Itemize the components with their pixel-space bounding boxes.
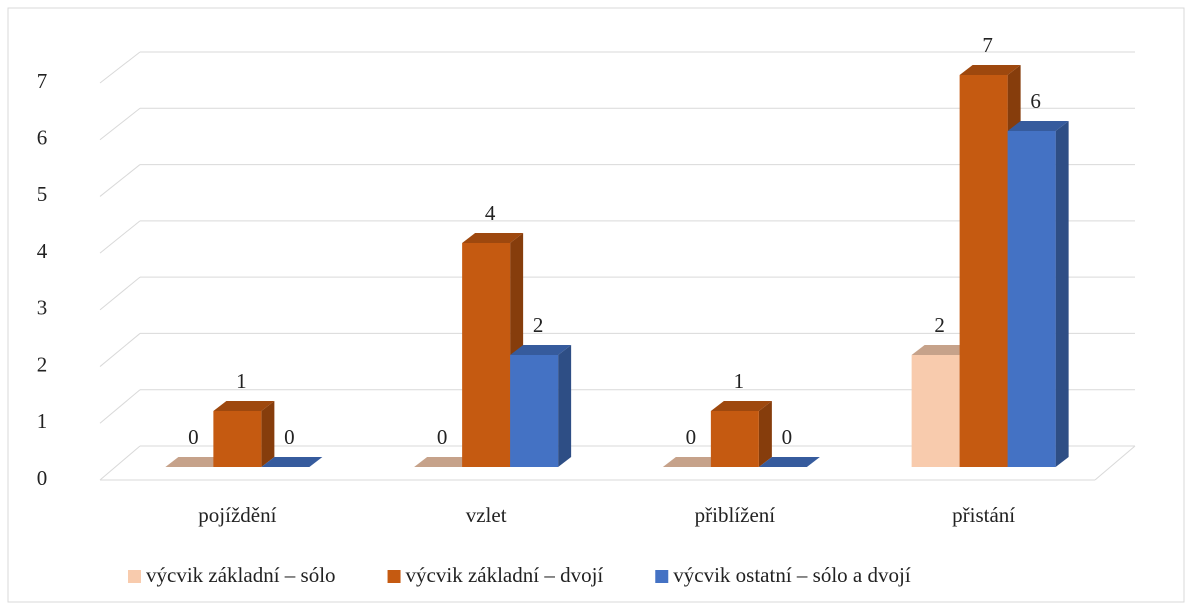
bar-top — [758, 457, 820, 467]
bar-top — [165, 457, 227, 467]
grid-line-side — [99, 389, 141, 424]
value-label: 1 — [236, 369, 247, 393]
bar — [959, 75, 1008, 467]
bar-top — [462, 233, 524, 243]
bar-side — [261, 401, 275, 467]
y-tick-label: 1 — [37, 409, 48, 433]
bar-side — [1055, 121, 1069, 467]
legend-swatch — [655, 570, 669, 583]
legend-swatch — [128, 570, 141, 583]
grid-line-side — [99, 276, 141, 311]
y-tick-label: 7 — [37, 69, 48, 93]
value-label: 0 — [188, 425, 199, 449]
value-label: 0 — [284, 425, 295, 449]
y-tick-label: 0 — [37, 466, 48, 490]
grid-line-side — [99, 164, 141, 197]
value-label: 6 — [1030, 89, 1041, 113]
legend-swatch — [387, 570, 401, 583]
value-label: 1 — [734, 369, 745, 393]
legend-label: výcvik základní – dvojí — [406, 563, 604, 587]
value-label: 2 — [533, 313, 544, 337]
x-tick-label: vzlet — [466, 503, 507, 527]
bar — [911, 355, 960, 467]
bar-top — [414, 457, 476, 467]
grid-line-side — [99, 51, 141, 84]
grid-line-side — [99, 333, 141, 367]
y-tick-label: 3 — [37, 296, 48, 320]
bar — [213, 411, 262, 467]
legend-label: výcvik základní – sólo — [146, 563, 336, 587]
y-tick-label: 4 — [37, 239, 48, 263]
bar-side — [758, 401, 772, 467]
bar-top — [959, 65, 1021, 75]
value-label: 0 — [437, 425, 448, 449]
bar-top — [1007, 121, 1069, 131]
bar-top — [510, 345, 572, 355]
value-label: 4 — [485, 201, 496, 225]
bar — [510, 355, 559, 467]
value-label: 7 — [982, 33, 993, 57]
bar — [1007, 131, 1056, 467]
floor-right — [1094, 445, 1136, 481]
grid-line-side — [99, 445, 141, 481]
value-label: 0 — [782, 425, 793, 449]
grid-line-side — [99, 220, 141, 254]
x-tick-label: pojíždění — [198, 503, 276, 527]
bar — [462, 243, 511, 467]
grid-line-side — [99, 107, 141, 141]
bar-top — [213, 401, 275, 411]
bar-top — [911, 345, 973, 355]
bar-side — [558, 345, 572, 467]
value-label: 0 — [686, 425, 697, 449]
legend-label: výcvik ostatní – sólo a dvojí — [673, 563, 911, 587]
bar-top — [710, 401, 772, 411]
bar-top — [662, 457, 724, 467]
x-tick-label: přiblížení — [695, 503, 776, 527]
bar — [710, 411, 759, 467]
y-tick-label: 5 — [37, 182, 48, 206]
x-tick-label: přistání — [952, 503, 1015, 527]
value-label: 2 — [934, 313, 945, 337]
y-tick-label: 2 — [37, 352, 48, 376]
bar-top — [261, 457, 323, 467]
y-tick-label: 6 — [37, 126, 48, 150]
